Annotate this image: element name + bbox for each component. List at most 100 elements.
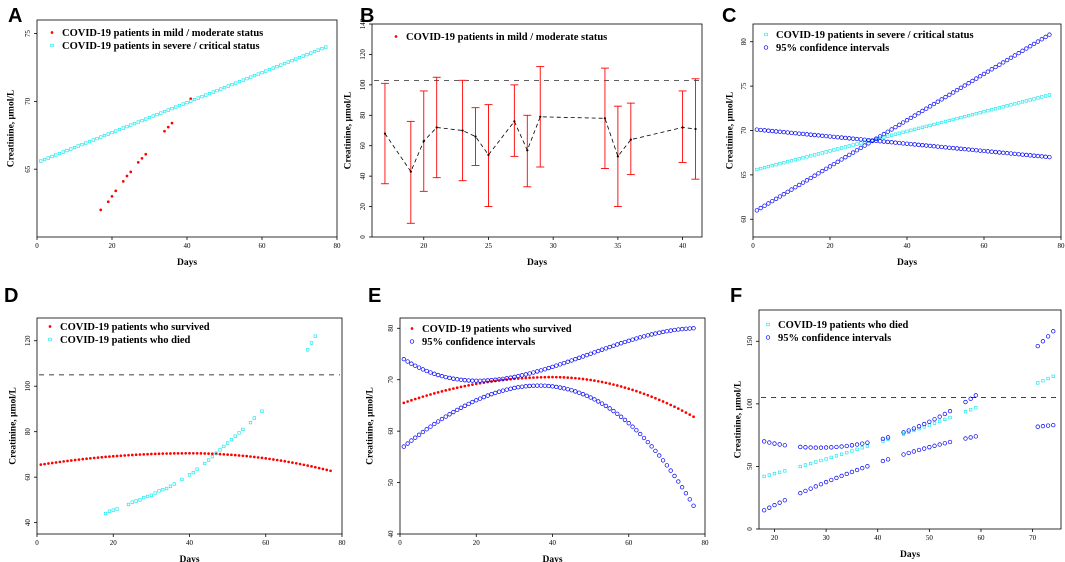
data-point	[641, 334, 647, 339]
data-point	[793, 185, 798, 190]
data-point	[777, 129, 783, 134]
series-covid-19-patients-who-survived	[39, 451, 332, 473]
data-point	[580, 354, 586, 359]
data-point	[615, 384, 619, 387]
data-point	[1051, 329, 1056, 334]
data-point	[237, 431, 241, 435]
data-point	[828, 149, 832, 153]
data-point	[436, 391, 440, 394]
data-point	[917, 427, 921, 431]
data-point	[916, 424, 922, 429]
data-point	[808, 132, 813, 137]
data-point	[443, 374, 448, 380]
data-point	[140, 118, 144, 123]
data-point	[664, 463, 670, 468]
data-point	[455, 386, 459, 390]
data-point	[165, 486, 169, 491]
data-point	[489, 392, 494, 397]
data-point	[413, 363, 418, 368]
data-point	[528, 376, 531, 380]
data-point	[660, 458, 666, 463]
data-point	[538, 368, 544, 373]
data-point	[170, 121, 174, 125]
data-point	[172, 482, 176, 486]
data-point	[676, 407, 680, 410]
data-point	[839, 452, 844, 456]
data-point	[516, 374, 521, 379]
data-point	[839, 473, 844, 479]
data-point	[596, 399, 601, 404]
data-point	[558, 375, 562, 379]
data-point	[463, 384, 467, 388]
legend-marker	[50, 31, 54, 34]
series-upper-95-ci	[762, 329, 1056, 450]
data-point	[199, 452, 203, 455]
x-tick-label: 70	[1029, 534, 1037, 542]
data-point	[924, 124, 928, 128]
data-point	[535, 376, 539, 379]
data-point	[405, 441, 410, 446]
error-bar	[419, 90, 428, 192]
y-axis-label: Creatinine, µmol/L	[366, 387, 376, 465]
data-point	[955, 116, 959, 121]
plot-frame	[371, 23, 703, 238]
data-point	[823, 445, 829, 450]
data-point	[844, 471, 849, 477]
data-point	[573, 356, 578, 362]
data-point	[550, 384, 555, 389]
data-point	[241, 454, 245, 458]
data-point	[107, 509, 112, 513]
data-point	[1035, 39, 1041, 44]
data-point	[653, 448, 658, 454]
data-point	[904, 141, 910, 146]
data-point	[420, 429, 426, 435]
data-point	[100, 455, 104, 459]
data-point	[435, 419, 441, 424]
data-point	[203, 461, 207, 466]
data-point	[466, 401, 471, 407]
data-point	[808, 486, 813, 491]
data-point	[660, 329, 666, 335]
data-point	[157, 452, 161, 456]
data-point	[834, 444, 839, 450]
legend-label: COVID-19 patients who survived	[422, 324, 572, 335]
chart-panel-b: B 20 25 30 35 40 0 20 40 60 80 100 120 140 Days Creatin…	[344, 5, 703, 268]
data-point	[789, 130, 794, 136]
chart-panel-f: F 20 30 40 50 60 70 0 50 100 150 Days Creatinine, µm…	[730, 285, 1062, 560]
x-axis-label: Days	[542, 555, 562, 562]
data-point	[966, 113, 971, 118]
data-point	[943, 145, 948, 150]
data-point	[455, 377, 460, 382]
data-point	[798, 491, 803, 496]
legend-marker	[48, 337, 52, 342]
data-point	[819, 458, 823, 463]
data-point	[459, 385, 463, 389]
series-covid-19-patients-in-severe-critical-status	[39, 45, 328, 163]
y-tick-label: 80	[387, 324, 395, 332]
data-point	[820, 151, 824, 155]
data-point	[1004, 150, 1010, 156]
chart-panel-a: A 0 20 40 60 80 65 70 75 Days Creatinine, µmol/L CO…	[7, 5, 341, 268]
data-point	[546, 365, 551, 371]
data-point	[424, 427, 429, 432]
data-point	[279, 63, 283, 67]
data-point	[767, 440, 772, 445]
data-point	[136, 161, 140, 164]
data-point	[1041, 379, 1045, 383]
data-point	[657, 398, 661, 402]
y-tick-label: 60	[740, 215, 748, 223]
data-point	[233, 434, 237, 438]
data-point	[428, 370, 433, 375]
y-axis-label: Creatinine, µmol/L	[9, 387, 19, 465]
x-tick-label: 40	[549, 539, 557, 547]
data-point	[940, 120, 944, 125]
data-point	[1012, 53, 1017, 58]
data-point	[928, 123, 932, 128]
error-bar	[678, 90, 687, 163]
y-tick-label: 100	[359, 79, 367, 90]
data-point	[527, 371, 532, 376]
data-point	[927, 445, 932, 450]
data-point	[1043, 154, 1048, 159]
data-point	[1039, 37, 1044, 42]
data-point	[824, 457, 828, 461]
